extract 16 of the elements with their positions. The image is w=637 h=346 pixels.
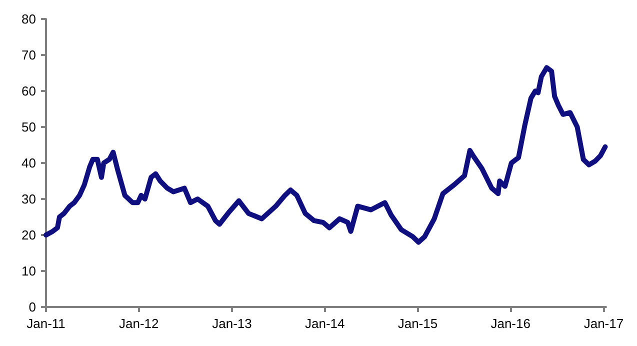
x-tick-label: Jan-16 (490, 316, 530, 331)
y-tick-label: 70 (22, 48, 36, 62)
y-tick-label: 40 (22, 156, 36, 170)
x-tick-label: Jan-13 (212, 316, 252, 331)
x-tick-label: Jan-14 (304, 316, 345, 331)
x-tick-label: Jan-11 (26, 316, 66, 331)
x-tick-label: Jan-15 (398, 316, 438, 331)
y-tick-label: 10 (22, 264, 36, 278)
y-tick-label: 20 (22, 228, 36, 242)
y-tick-label: 0 (28, 300, 36, 314)
y-tick-label: 30 (22, 192, 36, 206)
y-tick-label: 50 (22, 120, 36, 134)
y-tick-label: 60 (22, 84, 36, 98)
x-tick-label: Jan-17 (584, 316, 624, 331)
x-tick-label: Jan-12 (118, 316, 159, 331)
y-tick-label: 80 (22, 12, 36, 26)
